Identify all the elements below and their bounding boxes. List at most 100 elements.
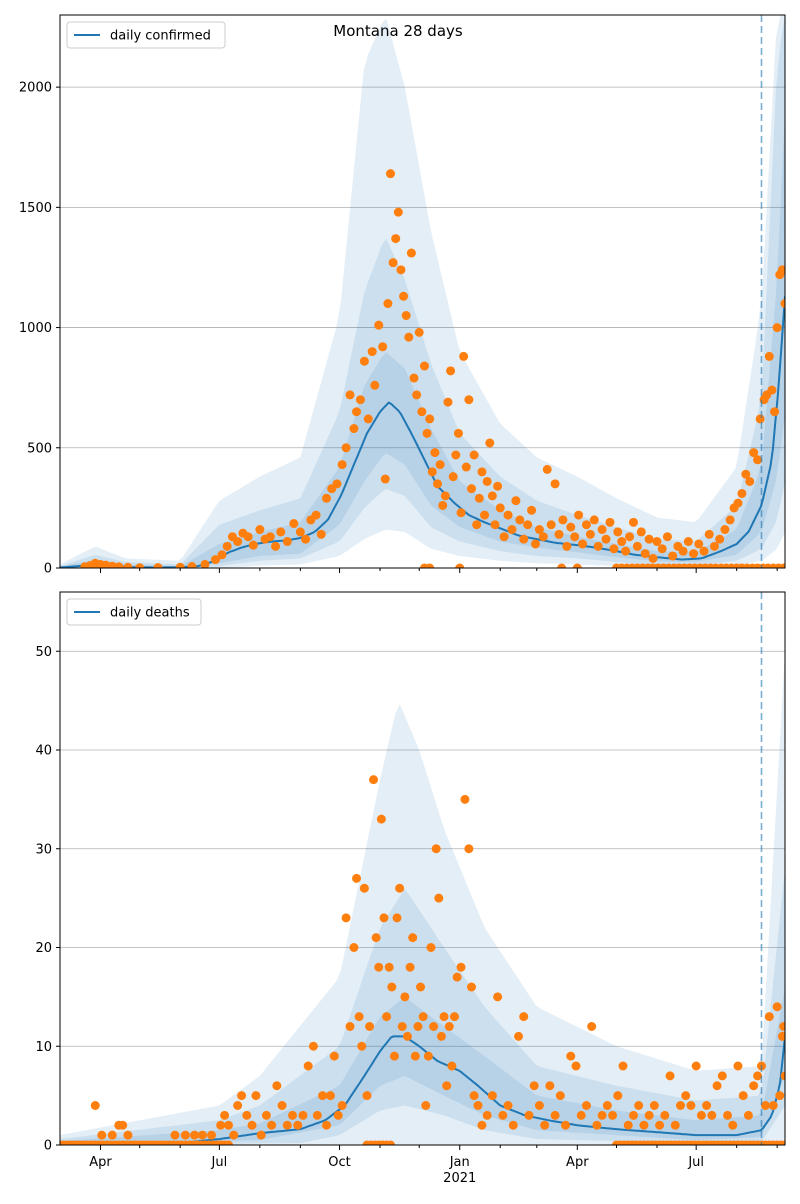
observed-point-confirmed (393, 207, 403, 217)
observed-point-confirmed (321, 493, 331, 503)
observed-point-deaths (216, 1120, 226, 1130)
observed-point-confirmed (374, 320, 384, 330)
observed-point-deaths (357, 1041, 367, 1051)
observed-point-deaths (482, 1110, 492, 1120)
legend-box-confirmed (66, 21, 226, 49)
observed-point-deaths (423, 1051, 433, 1061)
observed-point-confirmed (401, 311, 411, 321)
observed-point-deaths (416, 982, 426, 992)
observed-point-confirmed (550, 479, 560, 489)
observed-point-deaths (288, 1110, 298, 1120)
observed-point-deaths (670, 1120, 680, 1130)
observed-point-confirmed (628, 517, 638, 527)
x-tick-label: Jul (211, 1155, 228, 1170)
axes-frame-deaths (59, 591, 786, 1146)
observed-point-deaths (529, 1081, 539, 1091)
observed-point-deaths (333, 1110, 343, 1120)
observed-point-deaths (576, 1110, 586, 1120)
observed-point-deaths (233, 1101, 243, 1110)
observed-point-confirmed (255, 525, 265, 535)
observed-point-confirmed (485, 438, 495, 448)
observed-point-confirmed (699, 546, 709, 556)
observed-point-deaths (634, 1101, 644, 1110)
observed-point-confirmed (414, 327, 424, 337)
observed-point-confirmed (715, 534, 725, 544)
observed-point-deaths (712, 1081, 722, 1091)
legend-label-deaths: daily deaths (110, 606, 190, 621)
observed-point-confirmed (601, 534, 611, 544)
observed-point-deaths (743, 1110, 753, 1120)
observed-point-deaths (498, 1110, 508, 1120)
observed-point-confirmed (153, 563, 163, 568)
observed-point-deaths (224, 1140, 234, 1145)
observed-point-confirmed (461, 462, 471, 472)
observed-point-deaths (362, 1091, 372, 1101)
observed-point-deaths (247, 1120, 257, 1130)
observed-point-deaths (395, 883, 405, 893)
observed-point-confirmed (438, 500, 448, 510)
observed-point-deaths (371, 933, 381, 943)
observed-point-confirmed (248, 540, 258, 550)
observed-point-deaths (524, 1110, 534, 1120)
observed-point-deaths (349, 943, 359, 952)
observed-point-deaths (753, 1071, 763, 1081)
observed-point-confirmed (755, 414, 765, 424)
observed-point-confirmed (503, 510, 513, 520)
observed-point-deaths (728, 1120, 738, 1130)
observed-point-confirmed (668, 551, 678, 561)
observed-point-confirmed (448, 472, 458, 482)
observed-point-deaths (190, 1130, 200, 1140)
observed-point-confirmed (617, 537, 627, 547)
observed-point-deaths (450, 1012, 460, 1022)
observed-point-deaths (655, 1120, 665, 1130)
observed-point-confirmed (477, 467, 487, 477)
y-tick-label-confirmed: 0 (44, 562, 52, 577)
observed-point-deaths (550, 1110, 560, 1120)
observed-point-confirmed (511, 496, 521, 506)
observed-point-deaths (644, 1110, 654, 1120)
observed-point-confirmed (741, 469, 751, 479)
observed-point-deaths (613, 1091, 623, 1101)
observed-point-confirmed (435, 460, 445, 470)
observed-point-confirmed (694, 539, 704, 549)
observed-point-confirmed (349, 424, 359, 434)
observed-point-deaths (312, 1110, 322, 1120)
observed-point-confirmed (265, 532, 275, 542)
observed-point-deaths (675, 1101, 685, 1110)
observed-point-confirmed (243, 532, 253, 542)
observed-point-confirmed (554, 529, 564, 539)
observed-point-confirmed (585, 529, 595, 539)
observed-point-deaths (229, 1130, 239, 1140)
observed-point-confirmed (443, 397, 453, 407)
observed-point-deaths (749, 1081, 759, 1091)
observed-point-confirmed (558, 515, 568, 525)
observed-point-deaths (545, 1081, 555, 1091)
observed-point-deaths (452, 972, 462, 982)
observed-point-deaths (493, 992, 503, 1002)
observed-point-deaths (242, 1110, 252, 1120)
observed-point-deaths (760, 1101, 770, 1110)
observed-point-deaths (618, 1061, 628, 1071)
observed-point-confirmed (578, 539, 588, 549)
observed-point-confirmed (652, 537, 662, 547)
observed-point-deaths (405, 962, 415, 972)
observed-point-confirmed (519, 534, 529, 544)
observed-point-deaths (408, 933, 418, 943)
observed-point-confirmed (499, 532, 509, 542)
observed-point-confirmed (409, 373, 419, 383)
observed-point-confirmed (332, 479, 342, 489)
observed-point-deaths (379, 913, 389, 923)
observed-point-deaths (359, 883, 369, 893)
observed-point-confirmed (187, 562, 197, 568)
observed-point-deaths (298, 1110, 308, 1120)
observed-point-confirmed (316, 529, 326, 539)
observed-point-deaths (466, 982, 476, 992)
plot-area-confirmed (60, 15, 785, 568)
observed-point-deaths (696, 1110, 706, 1120)
observed-point-deaths (123, 1130, 133, 1140)
observed-point-deaths (456, 962, 466, 972)
observed-point-confirmed (464, 395, 474, 405)
observed-point-deaths (308, 1041, 318, 1051)
legend-confirmed: daily confirmed (66, 21, 226, 49)
